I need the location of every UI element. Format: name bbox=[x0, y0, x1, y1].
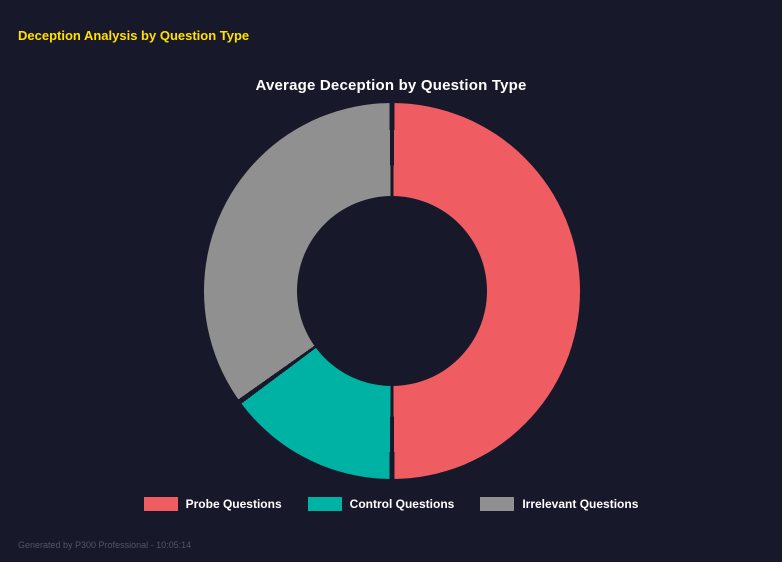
chart-legend: Probe Questions Control Questions Irrele… bbox=[0, 497, 782, 511]
legend-swatch-probe bbox=[143, 497, 178, 511]
chart-title: Average Deception by Question Type bbox=[255, 77, 527, 94]
legend-swatch-control bbox=[307, 497, 342, 511]
page-title: Deception Analysis by Question Type bbox=[18, 28, 250, 43]
legend-swatch-irrelevant bbox=[480, 497, 515, 511]
legend-label-control: Control Questions bbox=[349, 497, 455, 511]
donut-hole bbox=[297, 196, 487, 386]
footer-text: Generated by P300 Professional - 10:05:1… bbox=[18, 540, 192, 550]
legend-label-irrelevant: Irrelevant Questions bbox=[522, 497, 639, 511]
legend-item-irrelevant[interactable]: Irrelevant Questions bbox=[480, 497, 638, 511]
legend-item-probe[interactable]: Probe Questions bbox=[143, 497, 282, 511]
donut-chart bbox=[204, 103, 580, 479]
legend-label-probe: Probe Questions bbox=[185, 497, 282, 511]
legend-item-control[interactable]: Control Questions bbox=[307, 497, 455, 511]
